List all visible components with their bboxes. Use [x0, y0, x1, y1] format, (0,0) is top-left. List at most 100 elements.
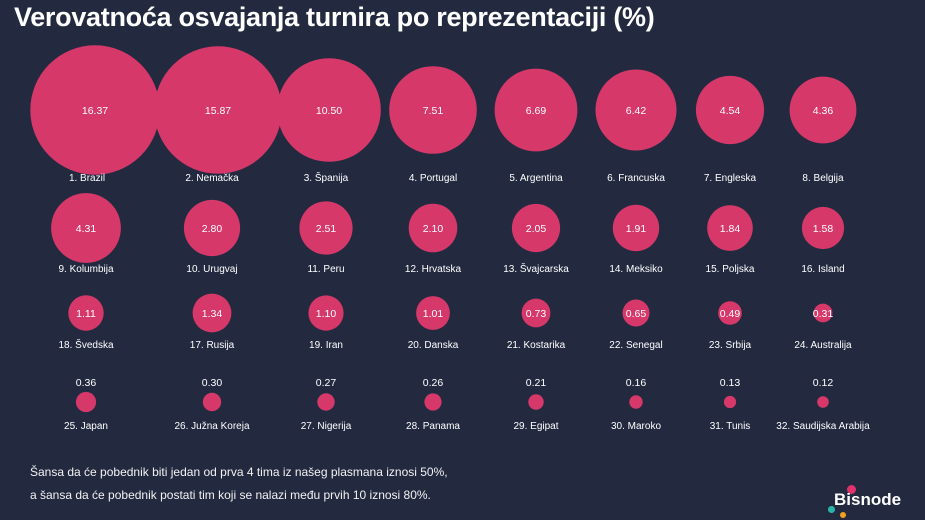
bubble: [494, 68, 578, 152]
country-label: 7. Engleska: [704, 173, 757, 184]
bubble: [817, 396, 829, 408]
country-label: 22. Senegal: [609, 340, 662, 351]
value-label: 1.91: [626, 223, 647, 235]
bubble: [622, 299, 650, 327]
value-label: 7.51: [423, 105, 444, 117]
bubble: [695, 75, 765, 145]
bubble: [424, 393, 442, 411]
value-label: 0.27: [316, 377, 337, 389]
value-label: 6.42: [626, 105, 647, 117]
value-label: 1.11: [76, 308, 96, 320]
value-label: 0.26: [423, 377, 444, 389]
country-label: 23. Srbija: [709, 340, 752, 351]
country-label: 17. Rusija: [190, 340, 235, 351]
value-label: 0.13: [720, 377, 741, 389]
bubble: [718, 301, 742, 325]
bubble: [629, 395, 643, 409]
country-label: 15. Poljska: [706, 264, 755, 275]
country-label: 24. Australija: [794, 340, 852, 351]
value-label: 0.73: [526, 308, 547, 320]
value-label: 2.51: [316, 223, 337, 235]
value-label: 4.36: [813, 105, 834, 117]
footnote-line-1: Šansa da će pobednik biti jedan od prva …: [30, 465, 448, 479]
logo-text: Bisnode: [834, 490, 902, 509]
bisnode-logo: Bisnode: [825, 482, 925, 520]
country-label: 18. Švedska: [58, 338, 113, 351]
value-label: 0.49: [720, 308, 741, 320]
country-label: 27. Nigerija: [301, 421, 352, 432]
country-label: 25. Japan: [64, 421, 108, 432]
country-label: 31. Tunis: [710, 421, 751, 432]
bubble: [299, 201, 353, 255]
country-label: 26. Južna Koreja: [174, 421, 249, 432]
value-label: 0.21: [526, 377, 547, 389]
bubble: [30, 45, 160, 175]
country-label: 16. Island: [801, 264, 844, 275]
value-label: 15.87: [205, 105, 231, 117]
bubble: [192, 293, 232, 333]
country-label: 1. Brazil: [69, 173, 105, 184]
bubble: [183, 199, 241, 257]
value-label: 4.54: [720, 105, 741, 117]
bubble: [408, 203, 458, 253]
country-label: 14. Meksiko: [609, 264, 663, 275]
country-label: 29. Egipat: [513, 421, 558, 432]
bubble-chart: 16.37 1. Brazil 15.87 2. Nemačka 10.50 3. Špa…: [30, 45, 870, 432]
country-label: 8. Belgija: [802, 173, 844, 184]
value-label: 0.16: [626, 377, 647, 389]
value-label: 0.36: [76, 377, 97, 389]
bubble: [813, 303, 833, 323]
value-label: 1.34: [202, 308, 223, 320]
country-label: 6. Francuska: [607, 173, 665, 184]
country-label: 13. Švajcarska: [503, 262, 569, 275]
value-label: 1.10: [316, 308, 337, 320]
country-label: 10. Urugvaj: [186, 264, 237, 275]
value-label: 0.30: [202, 377, 223, 389]
country-label: 21. Kostarika: [507, 340, 566, 351]
value-label: 0.31: [813, 308, 834, 320]
country-label: 28. Panama: [406, 421, 460, 432]
value-label: 6.69: [526, 105, 547, 117]
country-label: 19. Iran: [309, 340, 343, 351]
bubble: [801, 206, 845, 250]
logo-dot-orange: [840, 512, 846, 518]
country-label: 11. Peru: [307, 264, 344, 275]
footnote-line-2: a šansa da će pobednik postati tim koji …: [30, 488, 431, 502]
bubble: [521, 298, 551, 328]
bubble: [511, 203, 561, 253]
bubble: [789, 76, 857, 144]
country-label: 9. Kolumbija: [58, 264, 113, 275]
bubble: [317, 393, 335, 411]
chart-title: Verovatnoća osvajanja turnira po repreze…: [14, 2, 655, 32]
country-label: 12. Hrvatska: [405, 264, 462, 275]
country-label: 2. Nemačka: [185, 173, 239, 184]
bubble: [51, 193, 121, 263]
value-label: 1.01: [423, 308, 444, 320]
country-label: 20. Danska: [408, 340, 459, 351]
value-label: 2.05: [526, 223, 547, 235]
country-label: 3. Španija: [304, 171, 349, 184]
country-label: 30. Maroko: [611, 421, 661, 432]
bubble: [75, 391, 97, 413]
bubble: [389, 66, 477, 154]
bubble: [416, 296, 450, 330]
country-label: 5. Argentina: [509, 173, 563, 184]
logo-dot-teal: [828, 506, 835, 513]
value-label: 2.10: [423, 223, 444, 235]
value-label: 1.58: [813, 223, 834, 235]
bubble: [528, 394, 544, 410]
value-label: 4.31: [76, 223, 97, 235]
bubble: [612, 204, 660, 252]
bubble: [707, 205, 753, 251]
bubble: [723, 395, 737, 409]
value-label: 0.65: [626, 308, 647, 320]
bubble: [68, 295, 104, 331]
bubble: [154, 46, 282, 174]
value-label: 10.50: [316, 105, 342, 117]
country-label: 4. Portugal: [409, 173, 457, 184]
value-label: 16.37: [82, 105, 108, 117]
value-label: 0.12: [813, 377, 834, 389]
bubble: [595, 69, 677, 151]
logo-dot-pink: [847, 485, 856, 494]
value-label: 2.80: [202, 223, 223, 235]
